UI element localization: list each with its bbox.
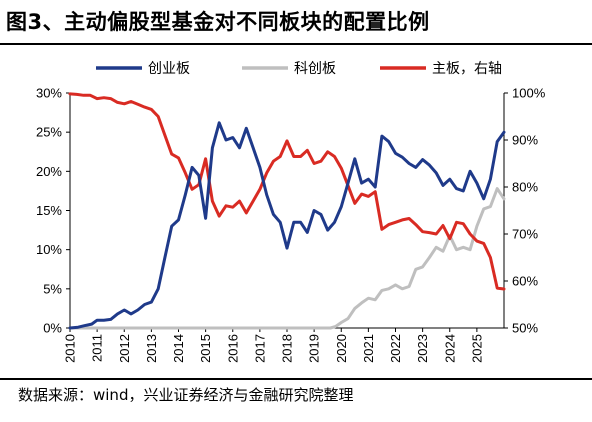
y-left-tick-label: 25% [36,125,62,140]
x-tick-label: 2024 [442,334,457,363]
legend-label-2: 主板，右轴 [432,61,502,77]
x-tick-label: 2017 [252,334,267,363]
y-right-tick-label: 90% [512,133,538,148]
chart-legend: 创业板 科创板 主板，右轴 [96,61,502,77]
y-right-tick-label: 100% [512,86,546,101]
y-left-tick-label: 10% [36,242,62,257]
figure-title: 图3、主动偏股型基金对不同板块的配置比例 [6,10,430,34]
x-tick-label: 2021 [361,334,376,363]
source-rule [0,378,592,380]
legend-label-1: 科创板 [294,61,336,77]
chart-axes: 0% 5% 10% 15% 20% 25% 30% 50% 60% 70% 80% 90% 100% 20… [36,86,546,363]
series-line-1 [68,187,506,330]
x-tick-label: 2019 [307,334,322,363]
chart-lines [68,92,506,330]
x-tick-label: 2014 [171,334,186,363]
title-underline [0,43,592,45]
x-tick-label: 2013 [144,334,159,363]
x-tick-label: 2016 [225,334,240,363]
y-left-tick-label: 20% [36,164,62,179]
source-note: 数据来源：wind，兴业证券经济与金融研究院整理 [18,386,354,404]
y-right-tick-label: 50% [512,321,538,336]
x-tick-label: 2010 [63,334,78,363]
y-left-tick-label: 15% [36,203,62,218]
y-left-tick-label: 30% [36,86,62,101]
x-tick-label: 2025 [469,334,484,363]
y-right-tick-label: 60% [512,274,538,289]
x-tick-label: 2012 [117,334,132,363]
x-tick-label: 2023 [415,334,430,363]
series-line-0 [68,121,506,330]
x-tick-label: 2022 [388,334,403,363]
y-left-tick-label: 0% [43,321,62,336]
x-tick-label: 2015 [198,334,213,363]
series-line-2 [68,92,506,291]
y-right-tick-label: 70% [512,227,538,242]
x-tick-label: 2018 [280,334,295,363]
legend-label-0: 创业板 [148,61,190,77]
x-tick-label: 2011 [90,334,105,362]
y-left-tick-label: 5% [43,281,62,296]
x-tick-label: 2020 [334,334,349,363]
y-right-tick-label: 80% [512,180,538,195]
